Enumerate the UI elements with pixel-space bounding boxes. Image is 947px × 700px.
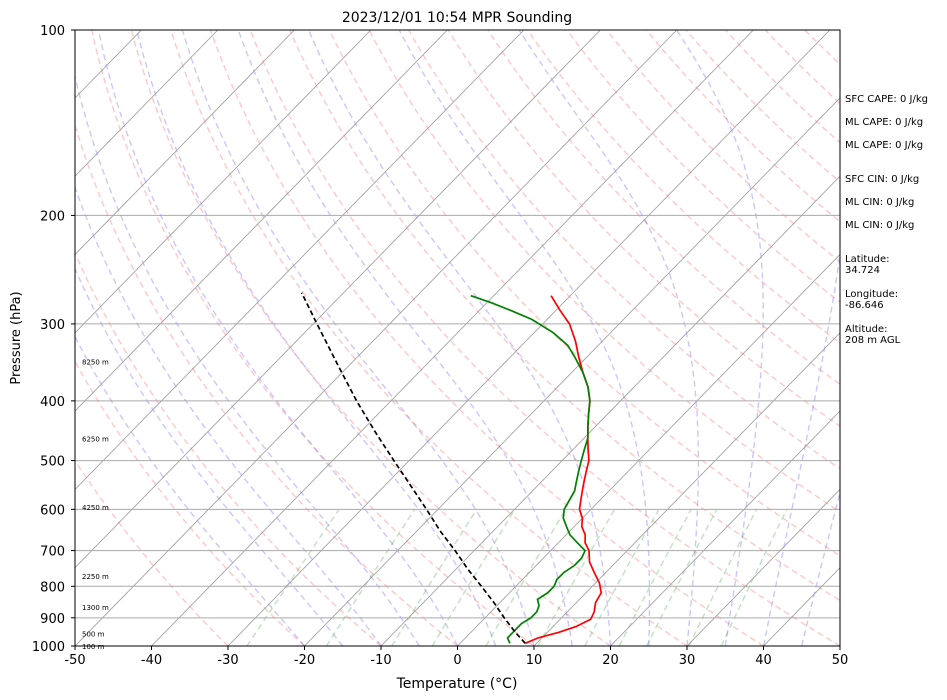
y-tick-label: 200 xyxy=(40,209,65,224)
latitude-label: Latitude: 34.724 xyxy=(845,254,890,276)
dry-adiabat xyxy=(368,30,840,513)
dry-adiabat xyxy=(606,30,840,263)
dry-adiabat xyxy=(289,30,840,602)
moist-adiabat xyxy=(97,30,459,646)
dry-adiabat xyxy=(408,30,840,470)
altitude-label: Altitude: 208 m AGL xyxy=(845,324,901,346)
moist-adiabat xyxy=(801,490,840,646)
y-tick-label: 800 xyxy=(40,580,65,595)
mixing-ratio-line xyxy=(584,508,660,646)
dry-adiabat xyxy=(91,30,535,646)
x-tick-label: 50 xyxy=(832,653,849,668)
y-tick-label: 100 xyxy=(40,24,65,39)
moist-adiabat xyxy=(398,30,651,646)
dry-adiabat xyxy=(209,30,764,646)
height-label: 6250 m xyxy=(82,435,109,443)
isotherm xyxy=(610,410,840,646)
height-label: 500 m xyxy=(82,631,105,639)
isotherm xyxy=(75,30,372,334)
isotherm xyxy=(75,30,601,569)
isotherm xyxy=(304,97,840,646)
moist-adiabat xyxy=(307,30,612,646)
mixing-ratio-line xyxy=(485,508,567,646)
dry-adiabat xyxy=(75,359,305,646)
dry-adiabat xyxy=(130,30,611,646)
ml-cin-label-2: ML CIN: 0 J/kg xyxy=(845,220,915,231)
x-tick-label: 20 xyxy=(602,653,619,668)
dry-adiabat xyxy=(75,123,458,646)
isotherm xyxy=(75,30,219,177)
mixing-ratio-line xyxy=(431,508,516,646)
mixing-ratio-line xyxy=(688,508,758,646)
ml-cape-label-2: ML CAPE: 0 J/kg xyxy=(845,140,924,151)
isotherm xyxy=(75,30,678,646)
y-tick-label: 1000 xyxy=(32,640,65,655)
isotherm xyxy=(457,253,840,646)
x-tick-label: 40 xyxy=(755,653,772,668)
moist-adiabat xyxy=(136,30,497,646)
dry-adiabat xyxy=(487,30,840,386)
dry-adiabat xyxy=(75,251,382,646)
chart-title: 2023/12/01 10:54 MPR Sounding xyxy=(342,10,572,26)
longitude-label: Longitude: -86.646 xyxy=(845,289,899,311)
height-label: 100 m xyxy=(82,643,105,651)
isotherm xyxy=(75,30,448,412)
dry-adiabat xyxy=(249,30,840,646)
axes: -50 -40 -30 -20 -10 0 10 20 30 40 50 1000 900 800 700 6… xyxy=(32,24,848,668)
mixing-ratio-line xyxy=(246,508,340,646)
ml-cin-label-1: ML CIN: 0 J/kg xyxy=(845,197,915,208)
y-tick-label: 700 xyxy=(40,545,65,560)
isotherm xyxy=(151,30,754,646)
dry-adiabat xyxy=(527,30,840,344)
x-tick-label: 10 xyxy=(526,653,543,668)
moist-adiabat xyxy=(181,30,535,646)
x-tick-label: 30 xyxy=(679,653,696,668)
moist-adiabat xyxy=(75,73,420,646)
isotherm xyxy=(686,488,840,646)
isotherm xyxy=(75,30,525,490)
x-tick-label: -20 xyxy=(294,653,315,668)
moist-adiabat xyxy=(518,30,700,646)
height-label: 1300 m xyxy=(82,604,109,612)
sfc-cape-label: SFC CAPE: 0 J/kg xyxy=(845,94,928,105)
moist-adiabat xyxy=(676,30,764,646)
background-lines xyxy=(75,30,840,646)
dry-adiabat xyxy=(170,30,688,646)
isotherm xyxy=(533,332,840,646)
y-tick-label: 500 xyxy=(40,455,65,470)
y-tick-label: 900 xyxy=(40,612,65,627)
y-tick-label: 300 xyxy=(40,318,65,333)
mixing-ratio-line xyxy=(537,508,616,646)
height-label: 2250 m xyxy=(82,573,109,581)
dewpoint-line xyxy=(470,294,591,644)
x-axis-label: Temperature (°C) xyxy=(396,676,518,692)
y-axis-label: Pressure (hPa) xyxy=(9,291,24,384)
x-tick-label: -30 xyxy=(217,653,238,668)
sfc-cin-label: SFC CIN: 0 J/kg xyxy=(845,174,920,185)
x-tick-label: -40 xyxy=(141,653,162,668)
parcel-line xyxy=(300,292,526,644)
isotherm xyxy=(227,30,831,646)
x-tick-label: -10 xyxy=(370,653,391,668)
moist-adiabat xyxy=(237,30,573,646)
moist-adiabat xyxy=(762,250,840,646)
sounding-lines xyxy=(300,292,603,645)
ml-cape-label-1: ML CAPE: 0 J/kg xyxy=(845,117,924,128)
x-tick-label: -50 xyxy=(64,653,85,668)
height-label: 8250 m xyxy=(82,358,109,366)
dry-adiabat xyxy=(75,459,229,646)
dry-adiabat xyxy=(645,30,840,223)
isotherm xyxy=(75,30,295,256)
isotherm xyxy=(380,175,840,646)
height-label: 4250 m xyxy=(82,504,109,512)
x-tick-label: 0 xyxy=(453,653,461,668)
mixing-ratio-line xyxy=(645,508,718,646)
y-tick-label: 400 xyxy=(40,395,65,410)
height-labels: 100 m 500 m 1300 m 2250 m 4250 m 6250 m 8250 m xyxy=(82,358,109,651)
y-tick-label: 600 xyxy=(40,503,65,518)
moist-adiabat xyxy=(75,185,382,646)
